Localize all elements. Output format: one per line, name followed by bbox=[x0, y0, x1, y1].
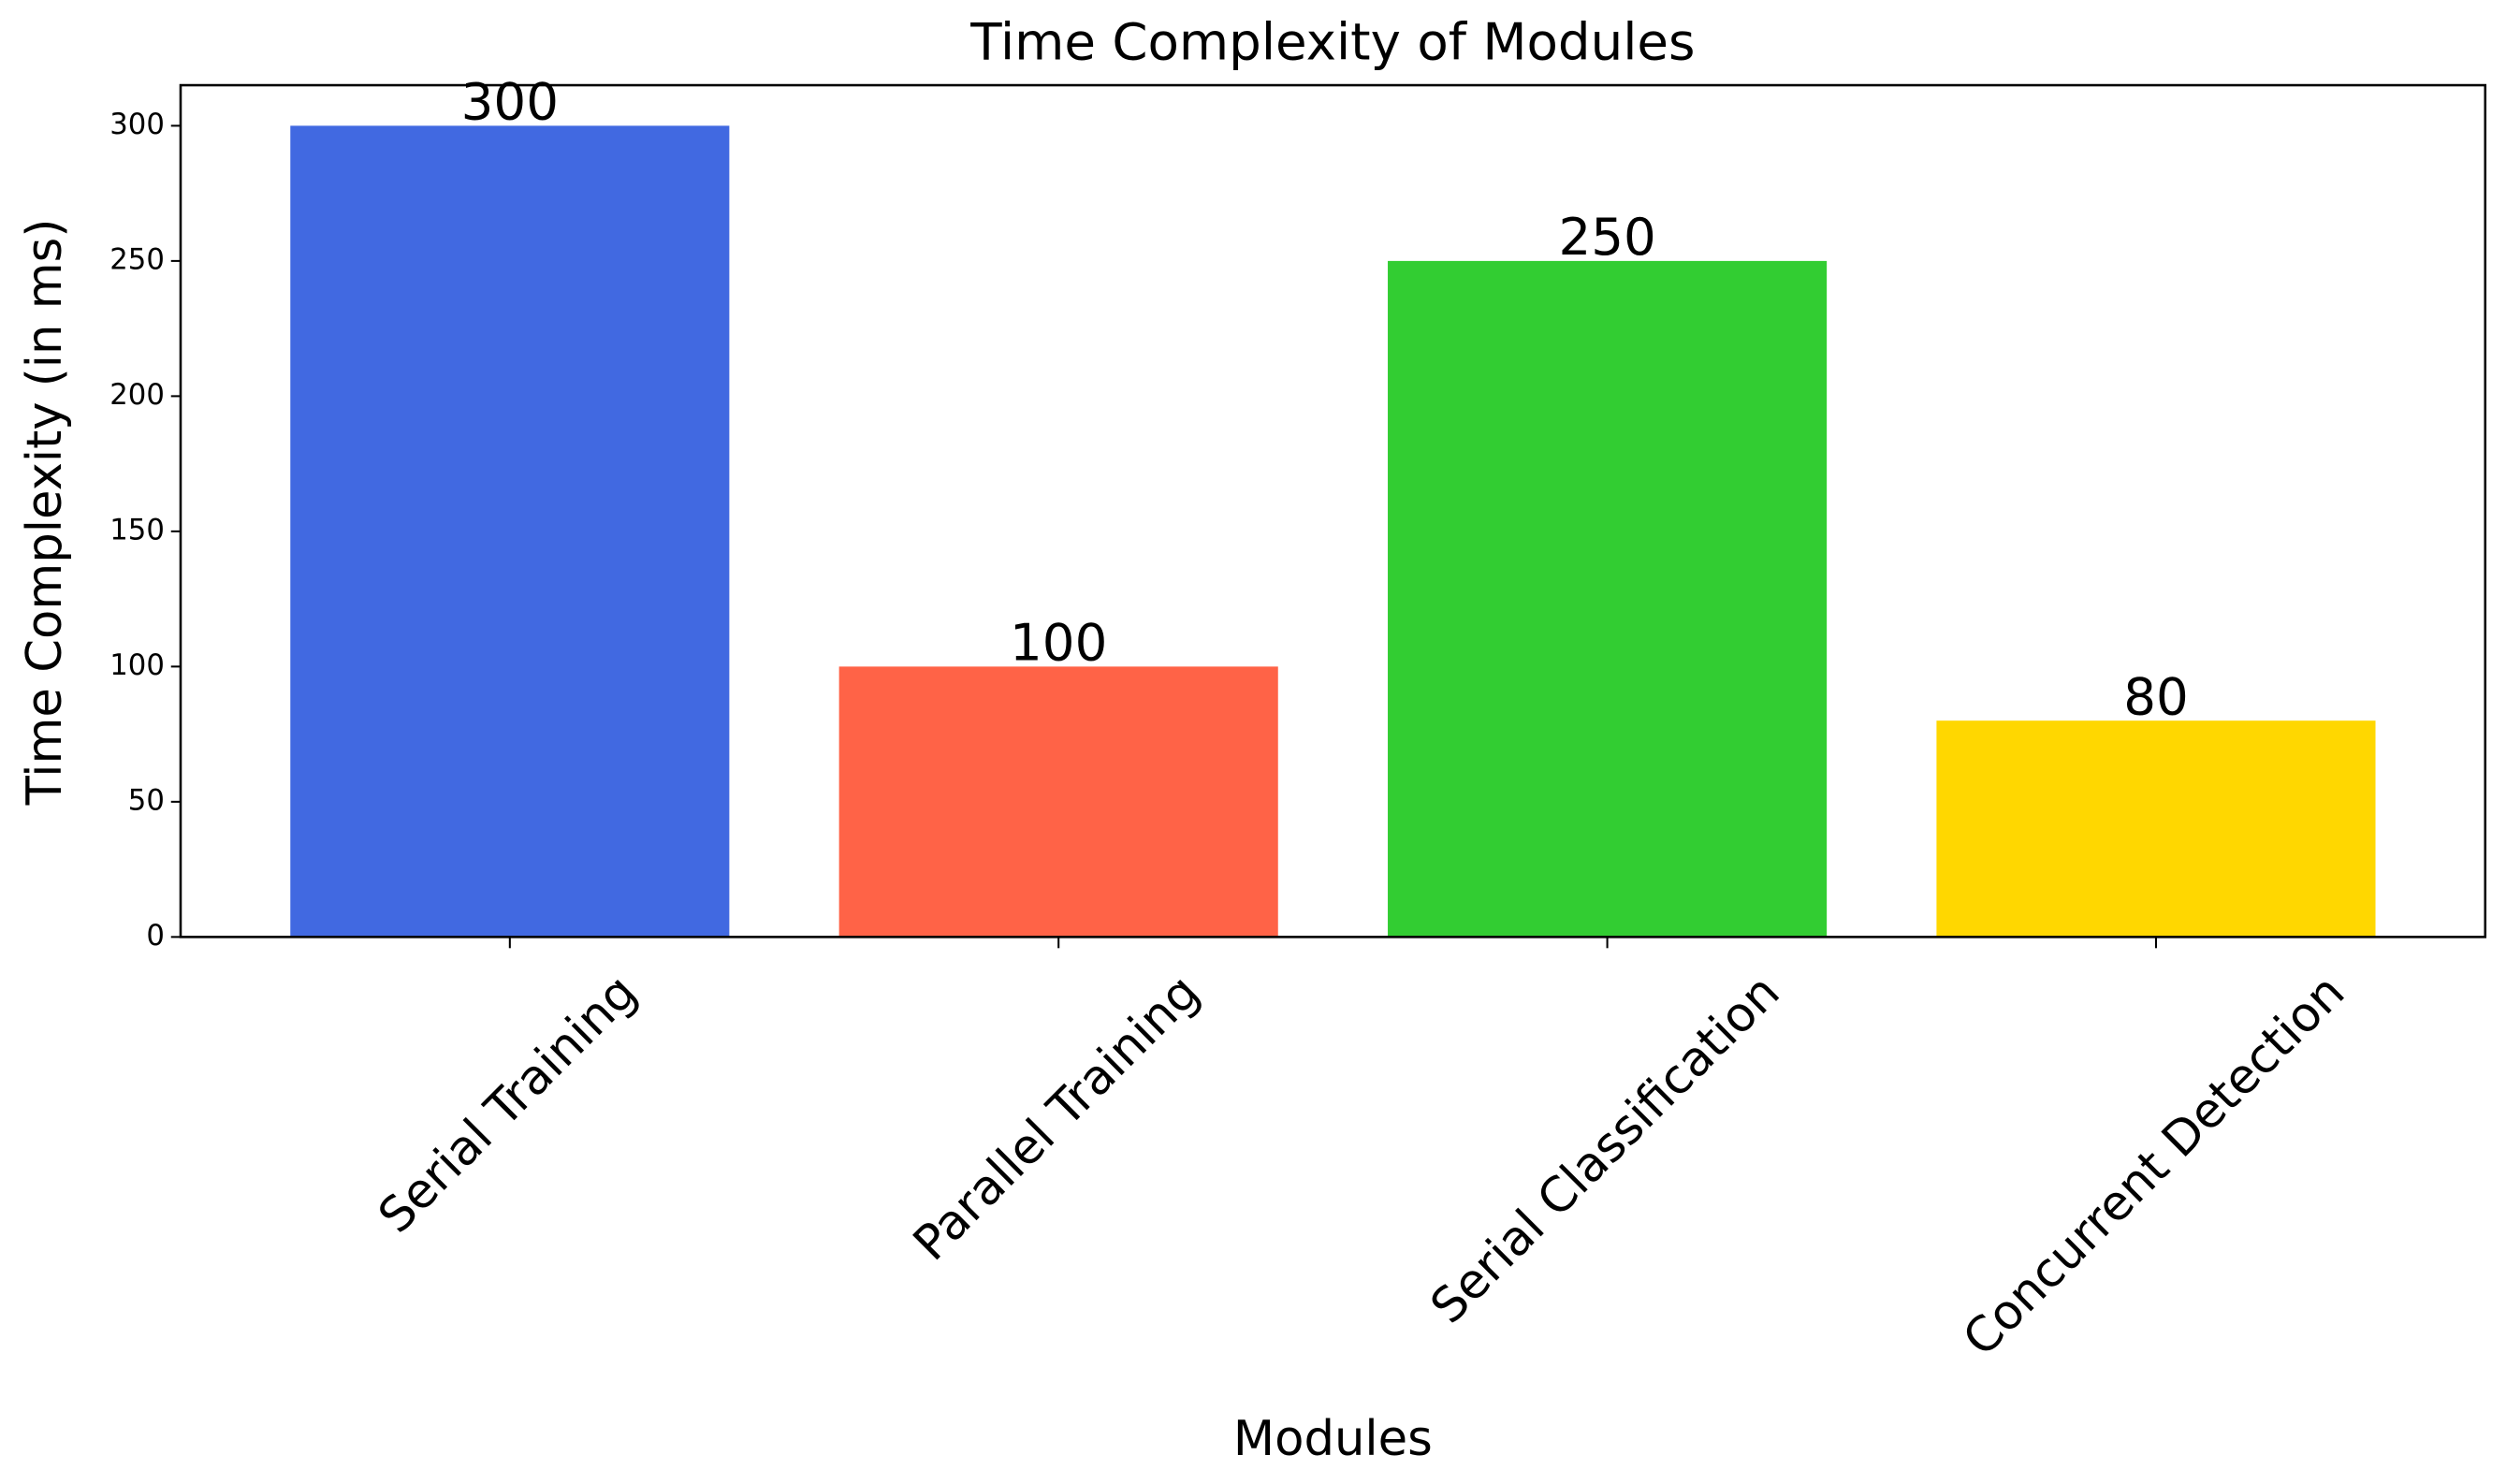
y-tick-label: 50 bbox=[128, 783, 165, 817]
value-label: 300 bbox=[461, 72, 559, 132]
chart-title: Time Complexity of Modules bbox=[969, 11, 1695, 71]
y-axis-label: Time Complexity (in ms) bbox=[17, 219, 73, 807]
x-tick-label: Parallel Training bbox=[903, 964, 1211, 1272]
bar bbox=[1388, 260, 1828, 938]
y-tick-label: 300 bbox=[109, 108, 165, 141]
bar bbox=[838, 666, 1278, 938]
y-tick-label: 150 bbox=[109, 513, 165, 546]
y-tick-label: 250 bbox=[109, 242, 165, 276]
y-tick-label: 0 bbox=[146, 919, 165, 953]
bar bbox=[1936, 720, 2376, 938]
x-tick-label: Serial Training bbox=[368, 964, 648, 1244]
bar bbox=[290, 125, 730, 938]
x-tick-label: Serial Classification bbox=[1420, 964, 1790, 1334]
value-label: 250 bbox=[1558, 207, 1655, 267]
value-label: 100 bbox=[1010, 613, 1107, 673]
y-tick-label: 100 bbox=[109, 648, 165, 682]
x-tick-label: Concurrent Detection bbox=[1952, 964, 2355, 1367]
x-axis-label: Modules bbox=[1233, 1411, 1433, 1467]
y-tick-label: 200 bbox=[109, 378, 165, 412]
value-label: 80 bbox=[2123, 666, 2189, 726]
plot-frame bbox=[179, 83, 2487, 938]
